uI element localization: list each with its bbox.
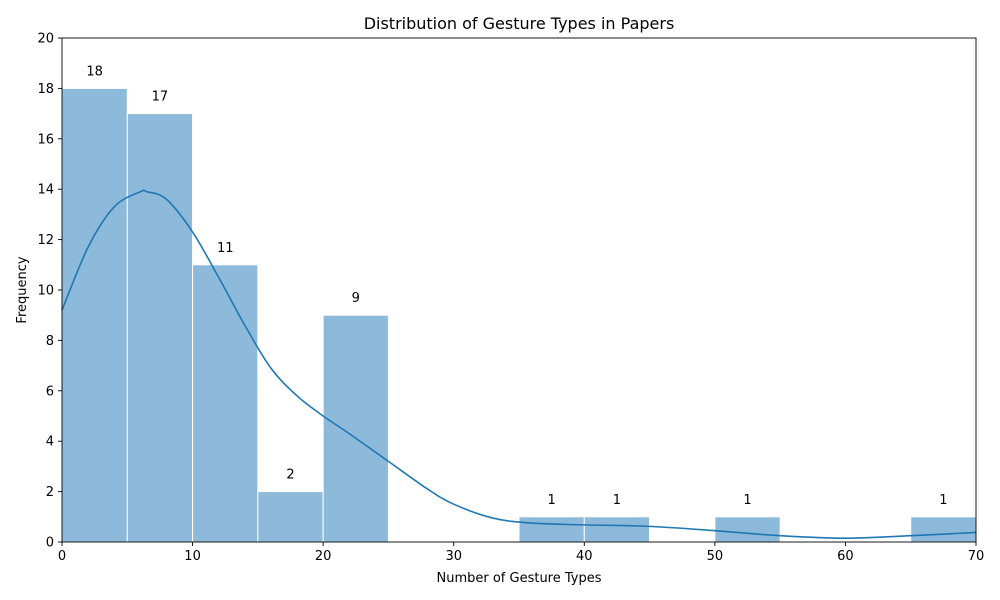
histogram-bar-3 <box>257 491 324 543</box>
y-tick-label-10: 20 <box>37 32 54 47</box>
y-tick-label-5: 10 <box>37 284 54 299</box>
y-tick-label-7: 14 <box>37 183 54 198</box>
x-tick-label-1: 10 <box>184 549 201 564</box>
histogram-bar-0 <box>61 87 128 543</box>
bar-value-label-8: 1 <box>939 493 947 508</box>
y-tick-label-0: 0 <box>46 536 54 551</box>
x-axis-label: Number of Gesture Types <box>436 571 601 586</box>
y-tick-label-6: 12 <box>37 233 54 248</box>
histogram-bar-7 <box>714 516 781 543</box>
kde-curve <box>61 189 977 540</box>
y-tick-label-1: 2 <box>46 485 54 500</box>
y-tick-label-8: 16 <box>37 132 54 147</box>
histogram-bar-4 <box>322 314 389 543</box>
y-axis-label: Frequency <box>15 256 30 323</box>
x-tick-label-0: 0 <box>58 549 66 564</box>
y-tick-label-3: 6 <box>46 384 54 399</box>
x-tick-label-6: 60 <box>837 549 854 564</box>
bar-value-label-2: 11 <box>217 241 234 256</box>
bar-value-label-6: 1 <box>613 493 621 508</box>
kde-layer <box>61 189 977 540</box>
bar-value-label-7: 1 <box>743 493 751 508</box>
histogram-bar-8 <box>910 516 977 543</box>
x-tick-label-2: 20 <box>315 549 332 564</box>
histogram-bar-6 <box>583 516 651 543</box>
x-tick-label-4: 40 <box>576 549 593 564</box>
y-tick-label-2: 4 <box>46 435 54 450</box>
bar-value-label-3: 2 <box>286 468 294 483</box>
x-tick-label-7: 70 <box>968 549 985 564</box>
bar-value-label-0: 18 <box>86 64 103 79</box>
bar-value-label-5: 1 <box>548 493 556 508</box>
x-tick-label-3: 30 <box>445 549 462 564</box>
x-tick-label-5: 50 <box>707 549 724 564</box>
bar-value-label-1: 17 <box>152 90 169 105</box>
histogram-bar-2 <box>192 264 259 543</box>
y-tick-label-9: 18 <box>37 82 54 97</box>
chart-title: Distribution of Gesture Types in Papers <box>364 14 675 33</box>
bar-value-label-4: 9 <box>352 291 360 306</box>
bars-layer <box>61 87 977 543</box>
histogram-bar-1 <box>126 113 194 543</box>
y-tick-label-4: 8 <box>46 334 54 349</box>
histogram-bar-5 <box>518 516 585 543</box>
